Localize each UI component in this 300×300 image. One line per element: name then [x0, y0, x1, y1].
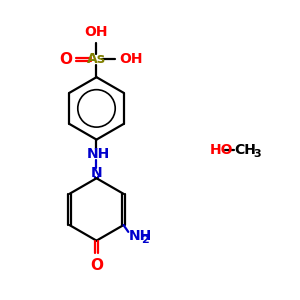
- Text: NH: NH: [86, 148, 110, 161]
- Text: N: N: [91, 166, 102, 180]
- Text: HO: HO: [209, 143, 233, 157]
- Text: 2: 2: [141, 235, 149, 245]
- Text: O: O: [90, 259, 103, 274]
- Text: O: O: [60, 52, 73, 67]
- Text: As: As: [87, 52, 106, 66]
- Text: OH: OH: [119, 52, 142, 66]
- Text: NH: NH: [129, 229, 152, 243]
- Text: CH: CH: [235, 143, 256, 157]
- Text: 3: 3: [253, 148, 261, 159]
- Text: OH: OH: [85, 25, 108, 38]
